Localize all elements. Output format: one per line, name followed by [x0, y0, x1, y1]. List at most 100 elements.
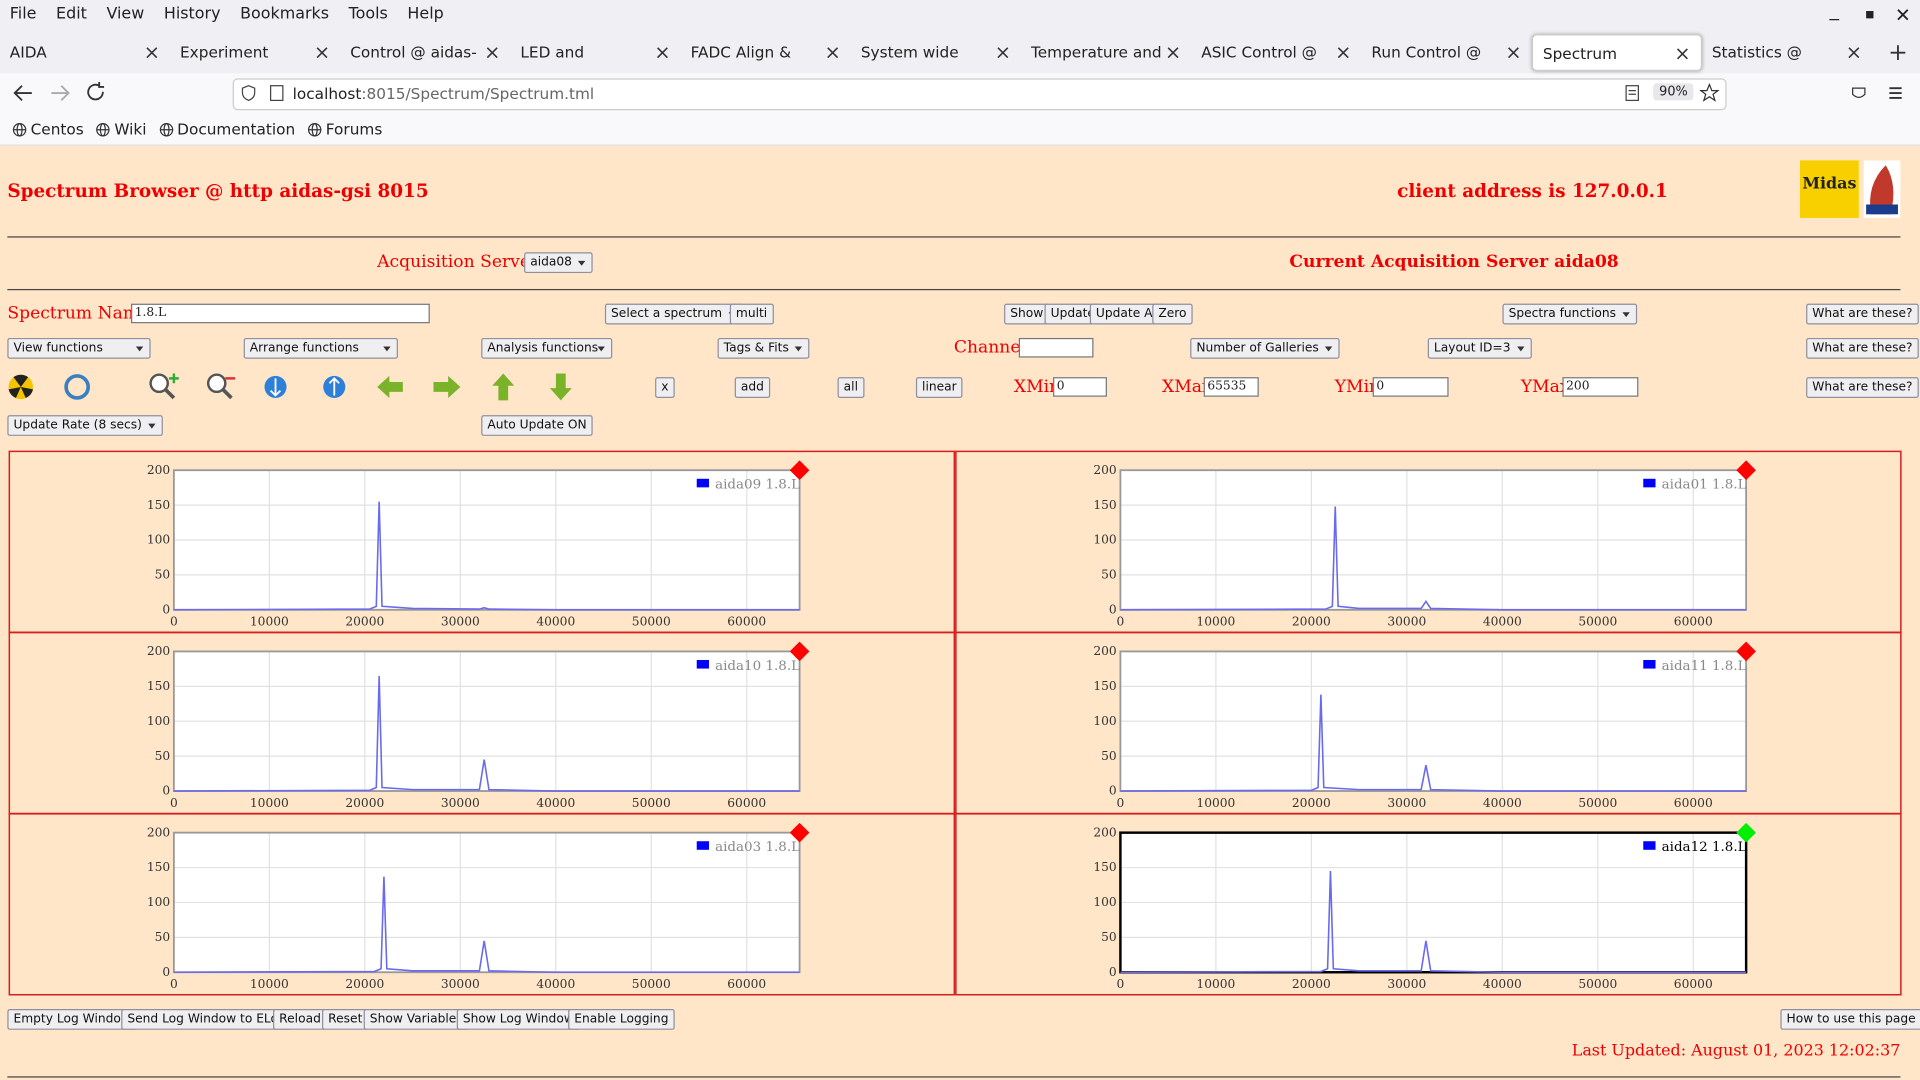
spectrum-panel[interactable]: 0 10000 20000 30000 40000 50000 60000 0 50 100 150… [8, 631, 956, 815]
dropdown[interactable]: Select a spectrum [604, 303, 743, 325]
spectrum-line [1119, 871, 1746, 974]
text-input[interactable] [1018, 337, 1094, 358]
tab-close[interactable] [1676, 48, 1688, 60]
tab[interactable]: Experiment Control @ [170, 34, 340, 71]
tab-close[interactable] [146, 47, 158, 59]
button[interactable]: linear [915, 377, 963, 398]
dropdown[interactable]: Arrange functions [243, 337, 398, 359]
tab[interactable]: AIDA [0, 34, 170, 71]
nav-buttons[interactable] [10, 81, 108, 105]
status-marker[interactable] [1735, 822, 1756, 843]
button[interactable]: Reset [322, 1008, 369, 1030]
text-input[interactable]: 200 [1562, 377, 1639, 397]
tab-close[interactable] [1848, 47, 1860, 59]
menu-item[interactable]: File [9, 4, 37, 24]
button[interactable]: How to use this page [1780, 1008, 1920, 1030]
tab-label: FADC Align & Contro [690, 42, 792, 62]
dropdown[interactable]: Tags & Fits [717, 337, 810, 359]
tab-close[interactable] [486, 47, 498, 59]
button[interactable]: multi [729, 303, 774, 325]
tab[interactable]: Run Control @ aidas [1362, 34, 1532, 71]
menu-item[interactable]: Tools [348, 4, 388, 24]
x-tick-label: 60000 [727, 615, 766, 629]
tab[interactable]: Statistics @ aidas-gsi [1702, 34, 1872, 71]
menu-item[interactable]: Bookmarks [240, 4, 330, 24]
tab-close[interactable] [827, 47, 839, 59]
button[interactable]: Empty Log Window [7, 1008, 138, 1030]
bookmark[interactable]: Forums [307, 120, 382, 138]
tab[interactable]: Temperature and sta [1021, 34, 1191, 71]
reader-icon[interactable] [1624, 84, 1641, 102]
status-marker[interactable] [1735, 460, 1756, 480]
new-tab[interactable] [1886, 43, 1910, 63]
button[interactable]: Reload [273, 1008, 327, 1030]
tab-close[interactable] [316, 47, 328, 59]
menu-item[interactable]: View [106, 4, 145, 24]
text-input[interactable]: 0 [1372, 377, 1449, 397]
button[interactable]: Show Log Window [456, 1008, 580, 1030]
dropdown[interactable]: Analysis functions [481, 337, 613, 359]
tab-close[interactable] [1337, 47, 1349, 59]
separator [7, 288, 1901, 291]
text-input[interactable]: 0 [1053, 377, 1107, 397]
tab[interactable]: FADC Align & Contro [681, 34, 851, 71]
button[interactable]: What are these? [1806, 377, 1919, 398]
dropdown[interactable]: aida08 [524, 252, 593, 274]
button[interactable]: add [734, 377, 770, 398]
spectrum-panel[interactable]: 0 10000 20000 30000 40000 50000 60000 0 50 100 150… [954, 450, 1902, 634]
spectrum-panel[interactable]: 0 10000 20000 30000 40000 50000 60000 0 50 100 150… [954, 631, 1902, 815]
bookmark-star[interactable] [1699, 83, 1720, 103]
button[interactable]: Send Log Window to ELog [121, 1008, 292, 1030]
button[interactable]: x [655, 377, 675, 398]
text-input[interactable]: 65535 [1203, 377, 1259, 397]
button[interactable]: What are these? [1806, 337, 1919, 359]
tab-close[interactable] [1507, 47, 1519, 59]
status-marker[interactable] [789, 460, 810, 480]
tab-close[interactable] [1167, 47, 1179, 59]
button[interactable]: Update [1044, 303, 1102, 325]
button[interactable]: Show Variables [363, 1008, 469, 1030]
tab[interactable]: Spectrum Browser @ [1531, 34, 1703, 72]
button[interactable]: Zero [1152, 303, 1193, 325]
button[interactable]: Enable Logging [568, 1008, 675, 1030]
url-bar[interactable] [232, 78, 1727, 111]
menu-item[interactable]: History [163, 4, 221, 24]
status-marker[interactable] [789, 641, 810, 662]
separator [7, 236, 1901, 238]
button[interactable]: Update All [1089, 303, 1166, 325]
y-tick-label: 50 [155, 568, 171, 582]
spectrum-panel[interactable]: 0 10000 20000 30000 40000 50000 60000 0 50 100 150… [8, 450, 956, 634]
tab[interactable]: LED and Waveform c [511, 34, 681, 71]
tab[interactable]: Control @ aidas-gsi [340, 34, 510, 71]
bookmark[interactable]: Documentation [159, 120, 295, 138]
bookmark[interactable]: Wiki [96, 120, 147, 138]
status-marker[interactable] [1735, 641, 1756, 662]
x-tick-label: 20000 [345, 615, 384, 629]
dropdown[interactable]: Layout ID=3 [1427, 337, 1532, 359]
dropdown[interactable]: View functions [7, 337, 151, 359]
button[interactable]: Auto Update ON [481, 415, 593, 436]
menu-item[interactable]: Edit [56, 4, 87, 24]
tab-close[interactable] [997, 47, 1009, 59]
spectrum-panel[interactable]: 0 10000 20000 30000 40000 50000 60000 0 50 100 150… [8, 813, 956, 996]
tab-close[interactable] [656, 47, 668, 59]
status-marker[interactable] [789, 822, 810, 843]
dropdown[interactable]: Spectra functions [1502, 303, 1637, 325]
tab[interactable]: ASIC Control @ aida [1191, 34, 1361, 71]
button[interactable]: Show [1004, 303, 1050, 325]
button[interactable]: all [837, 377, 865, 398]
dropdown[interactable]: Number of Galleries [1190, 337, 1340, 359]
menu-bar: File Edit View History Bookmarks Tools Help [10, 5, 444, 23]
spectrum-panel[interactable]: 0 10000 20000 30000 40000 50000 60000 0 50 100 150… [954, 813, 1902, 996]
button[interactable]: What are these? [1806, 303, 1919, 325]
dropdown[interactable]: Update Rate (8 secs) [7, 415, 163, 436]
bookmark[interactable]: Centos [12, 120, 84, 138]
y-tick-label: 0 [1108, 965, 1116, 979]
tab[interactable]: System wide Checks [851, 34, 1021, 71]
zoom-level[interactable]: 90% [1653, 83, 1694, 101]
menu-item[interactable]: Help [407, 4, 444, 24]
text-input[interactable]: 1.8.L [131, 303, 430, 324]
y-tick-label: 150 [1093, 860, 1116, 874]
tool-icons[interactable] [7, 371, 583, 405]
toolbar-icons[interactable] [1849, 84, 1910, 104]
